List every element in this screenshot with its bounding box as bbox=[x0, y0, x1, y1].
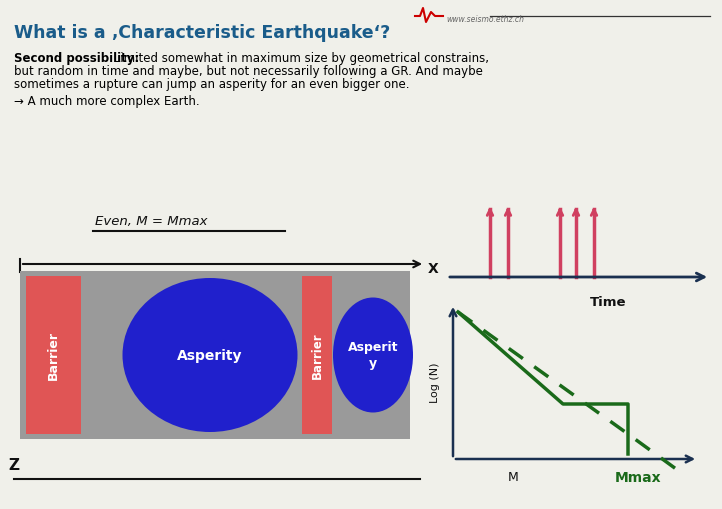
Text: Asperity: Asperity bbox=[177, 348, 243, 362]
Ellipse shape bbox=[333, 298, 413, 413]
Text: Limited somewhat in maximum size by geometrical constrains,: Limited somewhat in maximum size by geom… bbox=[110, 52, 489, 65]
Text: Asperit: Asperit bbox=[348, 341, 399, 354]
Bar bbox=[26, 276, 81, 434]
Text: M: M bbox=[508, 471, 518, 484]
Text: y: y bbox=[369, 357, 377, 370]
Text: www.seismo.ethz.ch: www.seismo.ethz.ch bbox=[446, 15, 524, 24]
Text: but random in time and maybe, but not necessarily following a GR. And maybe: but random in time and maybe, but not ne… bbox=[14, 65, 483, 78]
Text: Barrier: Barrier bbox=[47, 331, 60, 380]
Text: → A much more complex Earth.: → A much more complex Earth. bbox=[14, 95, 199, 108]
Text: X: X bbox=[428, 262, 439, 275]
Text: sometimes a rupture can jump an asperity for an even bigger one.: sometimes a rupture can jump an asperity… bbox=[14, 78, 409, 91]
Text: Z: Z bbox=[8, 457, 19, 472]
Ellipse shape bbox=[123, 278, 297, 432]
Text: What is a ‚Characteristic Earthquake‘?: What is a ‚Characteristic Earthquake‘? bbox=[14, 24, 391, 42]
Text: Barrier: Barrier bbox=[310, 332, 323, 379]
Text: Time: Time bbox=[591, 295, 627, 308]
Text: Log (N): Log (N) bbox=[430, 361, 440, 402]
Bar bbox=[20, 271, 410, 439]
Bar bbox=[302, 276, 332, 434]
Text: Mmax: Mmax bbox=[614, 470, 661, 484]
Text: Even, M = Mmax: Even, M = Mmax bbox=[95, 215, 207, 228]
Text: Second possibility:: Second possibility: bbox=[14, 52, 139, 65]
